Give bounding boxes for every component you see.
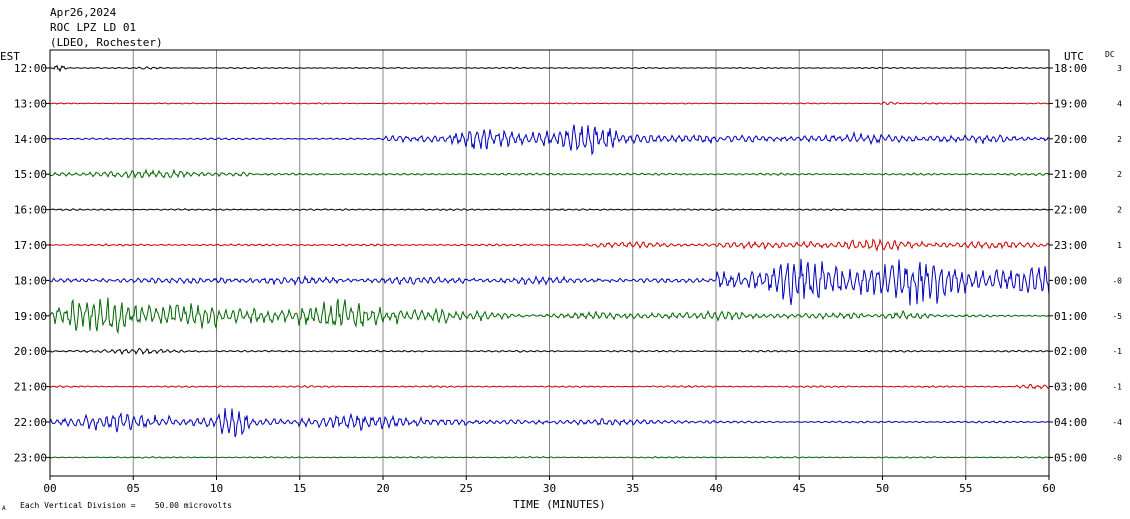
axes: 00 05 10 15 20 25 30 35 40 45 50 55 60 12:00 18:00 3 13:… — [14, 49, 1122, 495]
date-label: Apr26,2024 — [50, 6, 117, 19]
x-tick-label: 10 — [210, 482, 223, 495]
dc-offset-label: -1 — [1112, 347, 1122, 356]
x-tick-label: 40 — [709, 482, 722, 495]
utc-hour-label: 04:00 — [1054, 416, 1087, 429]
utc-hour-label: 01:00 — [1054, 310, 1087, 323]
dc-offset-label: -0 — [1112, 453, 1122, 462]
x-axis-title: TIME (MINUTES) — [513, 498, 606, 511]
utc-hour-label: 20:00 — [1054, 133, 1087, 146]
utc-hour-label: 22:00 — [1054, 204, 1087, 217]
est-hour-label: 21:00 — [14, 381, 47, 394]
est-hour-label: 16:00 — [14, 204, 47, 217]
utc-hour-label: 00:00 — [1054, 274, 1087, 287]
scale-footnote: Each Vertical Division = 50.00 microvolt… — [20, 501, 232, 510]
trace-line-1900 — [49, 297, 1050, 335]
est-hour-label: 20:00 — [14, 345, 47, 358]
trace-line-1200 — [49, 64, 1050, 73]
utc-hour-label: 19:00 — [1054, 97, 1087, 110]
est-hour-label: 15:00 — [14, 168, 47, 181]
dc-offset-label: -4 — [1112, 418, 1122, 427]
x-tick-label: 25 — [460, 482, 473, 495]
station-label: ROC LPZ LD 01 — [50, 21, 137, 34]
trace-line-2000 — [49, 347, 1050, 356]
est-hour-label: 23:00 — [14, 451, 47, 464]
trace-line-1600 — [49, 207, 1050, 212]
dc-offset-label: 3 — [1117, 64, 1122, 73]
x-tick-label: 55 — [959, 482, 972, 495]
dc-offset-label: -5 — [1112, 312, 1122, 321]
traces — [49, 64, 1050, 459]
utc-hour-label: 05:00 — [1054, 451, 1087, 464]
est-hour-label: 12:00 — [14, 62, 47, 75]
est-hour-label: 17:00 — [14, 239, 47, 252]
trace-line-1400 — [49, 124, 1050, 156]
dc-offset-label: 2 — [1117, 135, 1122, 144]
trace-line-2300 — [49, 456, 1050, 459]
x-tick-label: 45 — [793, 482, 806, 495]
left-timezone-label: EST — [0, 50, 20, 63]
x-tick-label: 35 — [626, 482, 639, 495]
grid-lines — [132, 50, 967, 476]
right-timezone-label: UTC — [1064, 50, 1084, 63]
x-tick-label: 00 — [43, 482, 56, 495]
utc-hour-label: 03:00 — [1054, 381, 1087, 394]
utc-hour-label: 23:00 — [1054, 239, 1087, 252]
dc-header-label: DC — [1105, 50, 1115, 59]
est-hour-label: 22:00 — [14, 416, 47, 429]
dc-offset-label: 1 — [1117, 241, 1122, 250]
dc-offset-label: -1 — [1112, 383, 1122, 392]
x-tick-label: 05 — [127, 482, 140, 495]
trace-line-1800 — [49, 258, 1050, 306]
trace-line-2100 — [49, 383, 1049, 390]
x-tick-label: 60 — [1042, 482, 1055, 495]
trace-line-1700 — [49, 238, 1050, 252]
footer-mark: A — [2, 505, 6, 512]
est-hour-label: 18:00 — [14, 274, 47, 287]
x-tick-label: 20 — [376, 482, 389, 495]
x-tick-label: 15 — [293, 482, 306, 495]
network-label: (LDEO, Rochester) — [50, 36, 163, 49]
est-hour-label: 13:00 — [14, 97, 47, 110]
x-tick-label: 50 — [876, 482, 889, 495]
trace-line-1300 — [49, 101, 1050, 106]
utc-hour-label: 18:00 — [1054, 62, 1087, 75]
dc-offset-label: 2 — [1117, 170, 1122, 179]
dc-offset-label: -0 — [1112, 276, 1122, 285]
dc-offset-label: 2 — [1117, 206, 1122, 215]
utc-hour-label: 21:00 — [1054, 168, 1087, 181]
trace-line-2200 — [49, 408, 1049, 438]
dc-offset-label: 4 — [1117, 99, 1122, 108]
trace-line-1500 — [49, 168, 1050, 179]
utc-hour-label: 02:00 — [1054, 345, 1087, 358]
est-hour-label: 19:00 — [14, 310, 47, 323]
est-hour-label: 14:00 — [14, 133, 47, 146]
x-tick-label: 30 — [543, 482, 556, 495]
